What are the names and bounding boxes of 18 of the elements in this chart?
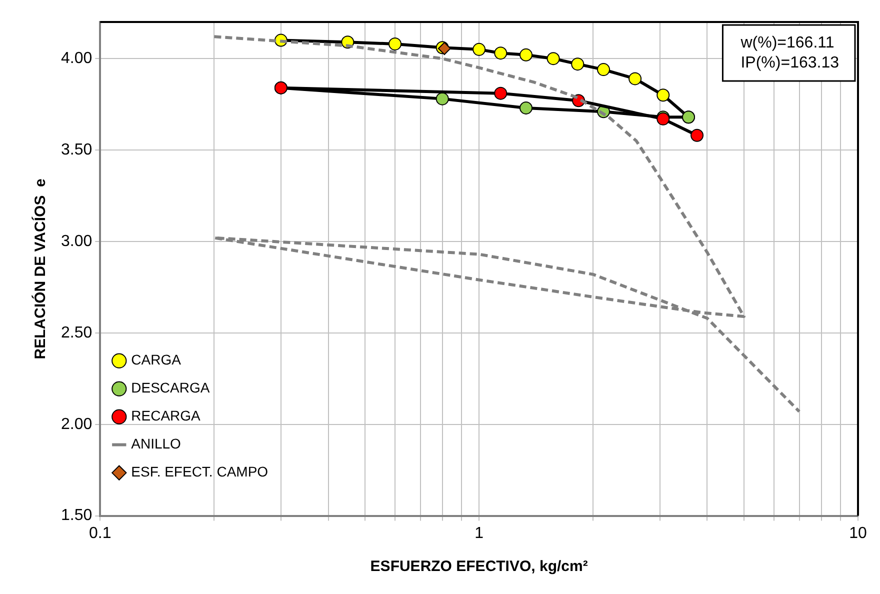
- x-tick-label: 10: [849, 524, 867, 542]
- legend-label: DESCARGA: [131, 380, 210, 396]
- y-axis-title: RELACIÓN DE VACÍOS e: [31, 178, 50, 360]
- y-tick-label: 2.00: [61, 416, 92, 433]
- x-tick-label: 1: [474, 524, 484, 542]
- legend-label: ANILLO: [131, 436, 182, 452]
- y-tick-label: 3.00: [61, 232, 92, 250]
- legend-label: ESF. EFECT. CAMPO: [131, 464, 268, 480]
- y-tick-label: 2.50: [61, 324, 92, 342]
- legend-label: CARGA: [131, 352, 182, 368]
- legend-label: RECARGA: [131, 408, 202, 424]
- y-tick-label: 1.50: [61, 507, 92, 524]
- annotation: IP(%)=163.13: [740, 54, 840, 72]
- y-tick-label: 3.50: [61, 141, 92, 158]
- annotation: w(%)=166.11: [740, 34, 834, 52]
- x-tick-label: 0.1: [89, 524, 112, 542]
- x-axis-title: ESFUERZO EFECTIVO, kg/cm²: [370, 558, 588, 576]
- y-tick-label: 4.00: [61, 50, 92, 67]
